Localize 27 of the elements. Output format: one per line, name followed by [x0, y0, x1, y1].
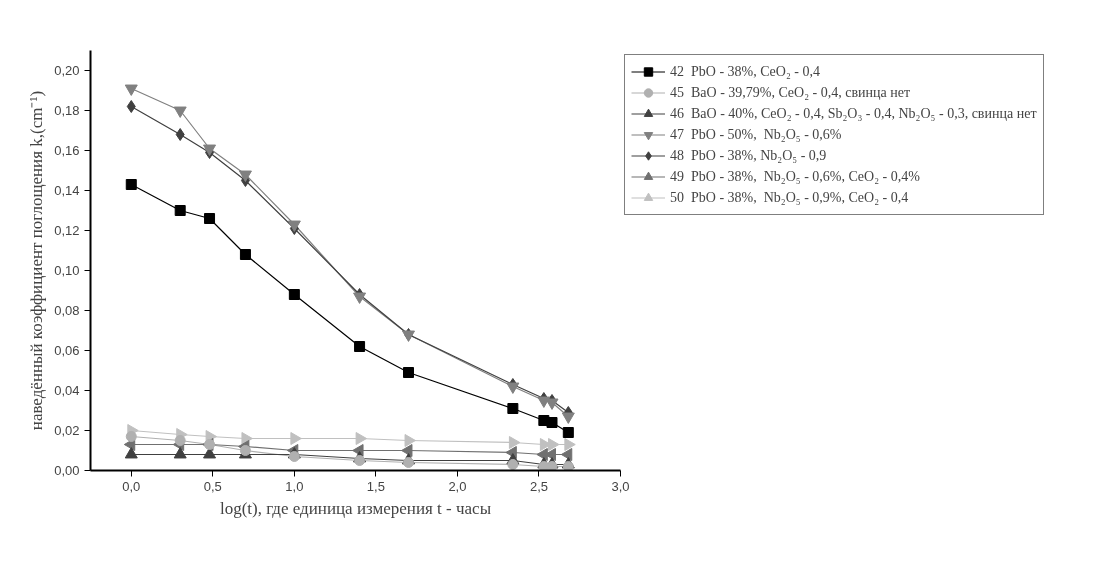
x-tick-label: 1,5	[366, 478, 385, 494]
legend-label: 50 PbO - 38%, Nb₂O₅ - 0,9%, CeO₂ - 0,4	[670, 188, 909, 207]
y-tick-label: 0,10	[54, 263, 80, 278]
x-tick-label: 2,0	[448, 478, 467, 494]
y-tick-label: 0,06	[54, 343, 80, 358]
x-axis-title: log(t), где единица измерения t - часы	[219, 498, 492, 518]
legend-label: 42 PbO - 38%, CeO₂ - 0,4	[670, 62, 820, 81]
y-tick-label: 0,16	[54, 143, 80, 158]
x-tick-label: 0,0	[122, 478, 141, 494]
y-tick-label: 0,20	[54, 63, 80, 78]
x-tick-label: 2,5	[529, 478, 548, 494]
y-axis-title: наведённый коэффициент поглощения k,(cm⁻¹)	[27, 90, 47, 431]
legend-label: 46 BaO - 40%, CeO₂ - 0,4, Sb₂O₃ - 0,4, Nb₂O₅ - 0,3, свинца нет	[670, 104, 1037, 123]
y-tick-label: 0,00	[54, 463, 80, 478]
legend-label: 45 BaO - 39,79%, CeO₂ - 0,4, свинца нет	[670, 83, 911, 102]
x-tick-label: 0,5	[203, 478, 222, 494]
y-tick-label: 0,04	[54, 383, 80, 398]
y-tick-label: 0,08	[54, 303, 80, 318]
legend-label: 48 PbO - 38%, Nb₂O₅ - 0,9	[670, 146, 827, 165]
x-tick-label: 1,0	[285, 478, 304, 494]
y-tick-label: 0,02	[54, 423, 80, 438]
y-tick-label: 0,12	[54, 223, 80, 238]
y-tick-label: 0,18	[54, 103, 80, 118]
legend-label: 49 PbO - 38%, Nb₂O₅ - 0,6%, CeO₂ - 0,4%	[670, 167, 920, 186]
y-tick-label: 0,14	[54, 183, 80, 198]
legend-label: 47 PbO - 50%, Nb₂O₅ - 0,6%	[670, 125, 842, 144]
x-tick-label: 3,0	[611, 478, 630, 494]
